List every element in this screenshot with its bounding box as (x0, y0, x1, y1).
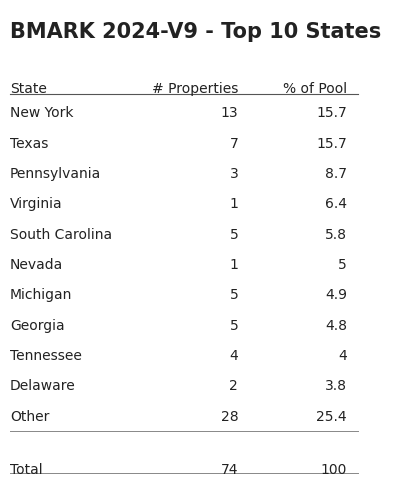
Text: 6.4: 6.4 (325, 197, 347, 211)
Text: 2: 2 (229, 379, 238, 393)
Text: Virginia: Virginia (10, 197, 63, 211)
Text: Tennessee: Tennessee (10, 349, 82, 363)
Text: 25.4: 25.4 (316, 410, 347, 424)
Text: 4.9: 4.9 (325, 288, 347, 302)
Text: 4.8: 4.8 (325, 318, 347, 333)
Text: South Carolina: South Carolina (10, 227, 112, 242)
Text: Nevada: Nevada (10, 258, 63, 272)
Text: 8.7: 8.7 (325, 167, 347, 181)
Text: 1: 1 (229, 258, 238, 272)
Text: 13: 13 (220, 106, 238, 120)
Text: Delaware: Delaware (10, 379, 76, 393)
Text: Texas: Texas (10, 137, 48, 150)
Text: 5: 5 (229, 288, 238, 302)
Text: 15.7: 15.7 (316, 106, 347, 120)
Text: Total: Total (10, 463, 43, 477)
Text: 4: 4 (338, 349, 347, 363)
Text: 15.7: 15.7 (316, 137, 347, 150)
Text: 5: 5 (229, 227, 238, 242)
Text: Michigan: Michigan (10, 288, 72, 302)
Text: 4: 4 (229, 349, 238, 363)
Text: 74: 74 (220, 463, 238, 477)
Text: State: State (10, 82, 47, 96)
Text: 3.8: 3.8 (325, 379, 347, 393)
Text: Other: Other (10, 410, 50, 424)
Text: 5: 5 (229, 318, 238, 333)
Text: % of Pool: % of Pool (283, 82, 347, 96)
Text: 5.8: 5.8 (325, 227, 347, 242)
Text: 7: 7 (229, 137, 238, 150)
Text: 3: 3 (229, 167, 238, 181)
Text: # Properties: # Properties (152, 82, 238, 96)
Text: 1: 1 (229, 197, 238, 211)
Text: 100: 100 (320, 463, 347, 477)
Text: 28: 28 (220, 410, 238, 424)
Text: Pennsylvania: Pennsylvania (10, 167, 101, 181)
Text: New York: New York (10, 106, 74, 120)
Text: 5: 5 (338, 258, 347, 272)
Text: BMARK 2024-V9 - Top 10 States: BMARK 2024-V9 - Top 10 States (10, 22, 381, 42)
Text: Georgia: Georgia (10, 318, 65, 333)
